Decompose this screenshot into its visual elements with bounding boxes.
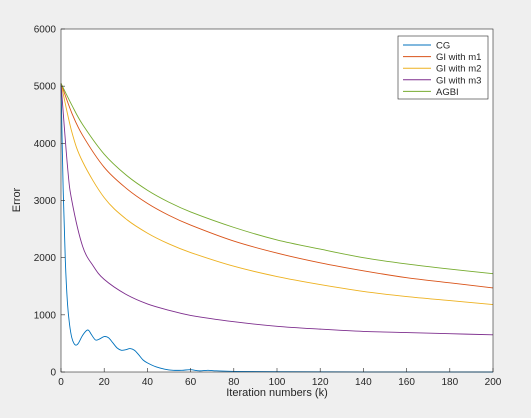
y-axis: 0 1000 2000 3000 4000 5000 6000 [34, 25, 65, 379]
x-axis: 0 20 40 60 80 100 120 140 160 180 200 [58, 368, 502, 388]
legend-label-gi-with-m3: GI with m3 [436, 75, 481, 86]
x-tick-label: 200 [485, 377, 502, 388]
x-tick-label: 180 [441, 377, 458, 388]
legend-label-gi-with-m2: GI with m2 [436, 64, 481, 75]
y-tick-label: 2000 [34, 253, 57, 264]
legend-box [397, 35, 489, 100]
series-layer [60, 83, 494, 373]
series-line-gi-with-m1 [60, 83, 494, 289]
x-tick-label: 100 [269, 377, 286, 388]
series-line-gi-with-m3 [60, 83, 494, 336]
legend-label-gi-with-m1: GI with m1 [436, 52, 481, 63]
series-line-gi-with-m2 [60, 83, 494, 305]
y-tick-label: 3000 [34, 196, 57, 207]
x-tick-label: 60 [185, 377, 197, 388]
y-tick-label: 1000 [34, 310, 57, 321]
x-tick-label: 0 [58, 377, 64, 388]
x-tick-label: 160 [398, 377, 415, 388]
y-tick-label: 0 [50, 368, 56, 379]
x-tick-label: 40 [142, 377, 154, 388]
y-tick-label: 4000 [34, 139, 57, 150]
series-line-cg [60, 83, 494, 373]
legend-label-cg: CG [436, 41, 450, 52]
y-tick-label: 6000 [34, 25, 57, 36]
x-axis-label: Iteration numbers (k) [226, 387, 327, 399]
y-tick-label: 5000 [34, 82, 57, 93]
series-line-agbi [60, 83, 494, 275]
x-tick-label: 140 [355, 377, 372, 388]
x-tick-label: 80 [228, 377, 240, 388]
y-axis-label: Error [11, 187, 23, 212]
x-tick-label: 120 [312, 377, 329, 388]
legend-label-agbi: AGBI [436, 87, 459, 98]
x-tick-label: 20 [99, 377, 111, 388]
